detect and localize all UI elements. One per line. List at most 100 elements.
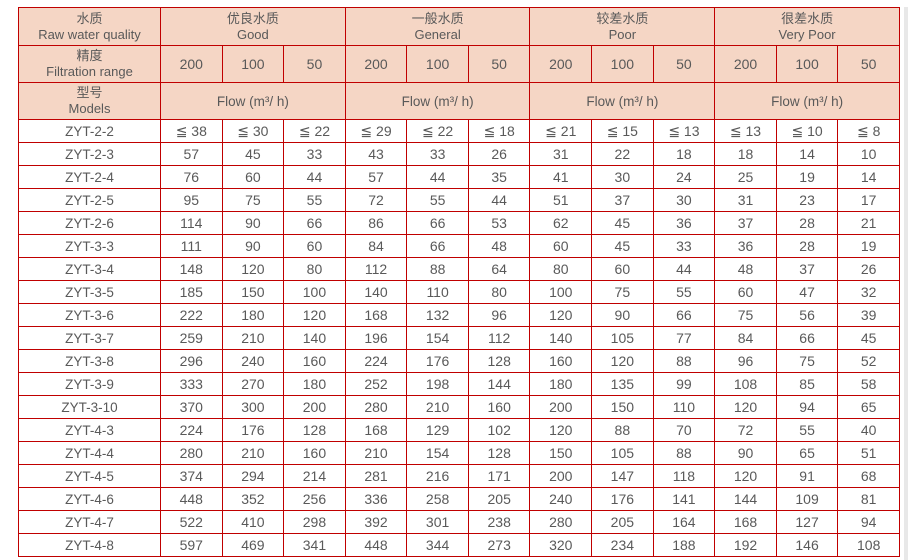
flow-value-cell: 120 xyxy=(591,349,654,373)
flow-value-cell: 298 xyxy=(283,510,346,534)
flow-value-cell: 22 xyxy=(591,142,654,166)
flow-value-cell: 294 xyxy=(221,464,285,488)
flow-value-cell: 188 xyxy=(652,533,716,557)
filtration-value-cell: 50 xyxy=(837,45,900,83)
flow-value-cell: 72 xyxy=(344,188,408,212)
flow-value-cell: 110 xyxy=(652,395,716,419)
flow-value-cell: 60 xyxy=(283,234,346,258)
group-very-poor-zh: 很差水质 xyxy=(781,10,834,26)
flow-value-cell: 185 xyxy=(160,280,223,304)
flow-value-cell: 26 xyxy=(467,142,531,166)
flow-value-cell: 30 xyxy=(652,188,716,212)
flow-value-cell: 150 xyxy=(591,395,654,419)
model-cell: ZYT-3-7 xyxy=(18,326,161,350)
flow-value-cell: 129 xyxy=(406,418,469,442)
flow-value-cell: 18 xyxy=(714,142,777,166)
flow-value-cell: 28 xyxy=(775,211,839,235)
flow-header-general: Flow (m³/ h) xyxy=(344,82,531,120)
flow-value-cell: 240 xyxy=(529,487,593,511)
flow-value-cell: 120 xyxy=(714,395,777,419)
flow-value-cell: 99 xyxy=(652,372,716,396)
flow-value-cell: 222 xyxy=(160,303,223,327)
flow-header-very-poor: Flow (m³/ h) xyxy=(714,82,900,120)
flow-value-cell: 68 xyxy=(837,464,900,488)
flow-value-cell: 75 xyxy=(775,349,839,373)
flow-value-cell: 80 xyxy=(529,257,593,281)
flow-value-cell: 60 xyxy=(529,234,593,258)
model-cell: ZYT-3-6 xyxy=(18,303,161,327)
flow-value-cell: 48 xyxy=(467,234,531,258)
flow-value-cell: 270 xyxy=(221,372,285,396)
flow-value-cell: 86 xyxy=(344,211,408,235)
flow-value-cell: 75 xyxy=(714,303,777,327)
flow-value-cell: 60 xyxy=(591,257,654,281)
filtration-value-cell: 100 xyxy=(221,45,285,83)
flow-value-cell: 144 xyxy=(714,487,777,511)
flow-value-cell: 66 xyxy=(283,211,346,235)
flow-value-cell: 140 xyxy=(344,280,408,304)
flow-value-cell: 94 xyxy=(775,395,839,419)
flow-value-cell: 65 xyxy=(837,395,900,419)
table-body: ZYT-2-2 ≦ 38 ≦ 30 ≦ 22 ≦ 29 ≦ 22 ≦ 18 ≦ 21 ≦ 15 ≦… xyxy=(18,119,900,557)
flow-value-cell: 88 xyxy=(652,441,716,465)
filtration-value-cell: 100 xyxy=(406,45,469,83)
flow-value-cell: 224 xyxy=(160,418,223,442)
flow-value-cell: 252 xyxy=(344,372,408,396)
flow-value-cell: 26 xyxy=(837,257,900,281)
flow-value-cell: 200 xyxy=(529,464,593,488)
models-label-zh: 型号 xyxy=(76,85,103,100)
scrollbar-track[interactable] xyxy=(904,7,908,560)
flow-value-cell: 216 xyxy=(406,464,469,488)
flow-value-cell: 164 xyxy=(652,510,716,534)
model-cell: ZYT-4-5 xyxy=(18,464,161,488)
flow-value-cell: 160 xyxy=(529,349,593,373)
flow-value-cell: 80 xyxy=(467,280,531,304)
flow-value-cell: 35 xyxy=(467,165,531,189)
flow-value-cell: 66 xyxy=(652,303,716,327)
flow-value-cell: 171 xyxy=(467,464,531,488)
group-general-en: General xyxy=(414,26,461,42)
model-cell: ZYT-4-7 xyxy=(18,510,161,534)
flow-value-cell: 214 xyxy=(283,464,346,488)
flow-value-cell: 31 xyxy=(714,188,777,212)
flow-value-cell: 114 xyxy=(160,211,223,235)
flow-value-cell: 44 xyxy=(652,257,716,281)
flow-value-cell: 41 xyxy=(529,165,593,189)
flow-value-cell: 14 xyxy=(775,142,839,166)
flow-value-cell: 210 xyxy=(406,395,469,419)
model-cell: ZYT-3-8 xyxy=(18,349,161,373)
flow-value-cell: 108 xyxy=(837,533,900,557)
flow-value-cell: 51 xyxy=(529,188,593,212)
model-cell: ZYT-4-6 xyxy=(18,487,161,511)
table-row: ZYT-2-4 76 60 44 57 44 35 41 30 24 25 19 14 xyxy=(18,165,900,189)
flow-value-cell: 132 xyxy=(406,303,469,327)
table-row: ZYT-3-8 296 240 160 224 176 128 160 120 88 96 75 52 xyxy=(18,349,900,373)
flow-value-cell: 301 xyxy=(406,510,469,534)
group-good-en: Good xyxy=(236,26,269,42)
filtration-value-cell: 200 xyxy=(529,45,593,83)
table-row: ZYT-4-8 597 469 341 448 344 273 320 234 188 192 146… xyxy=(18,533,900,557)
flow-value-cell: 118 xyxy=(652,464,716,488)
flow-value-cell: 344 xyxy=(406,533,469,557)
spec-page: 水质 Raw water quality 优良水质 Good 一般水质 Gene… xyxy=(0,7,908,560)
table-row: ZYT-4-3 224 176 128 168 129 102 120 88 70 72 55 40 xyxy=(18,418,900,442)
flow-header-good: Flow (m³/ h) xyxy=(160,82,346,120)
filtration-value-cell: 50 xyxy=(283,45,346,83)
flow-value-cell: 70 xyxy=(652,418,716,442)
flow-value-cell: 53 xyxy=(467,211,531,235)
flow-value-cell: 96 xyxy=(467,303,531,327)
table-row: ZYT-3-4 148 120 80 112 88 64 80 60 44 48 37 26 xyxy=(18,257,900,281)
flow-value-cell: 36 xyxy=(714,234,777,258)
flow-value-cell: 88 xyxy=(652,349,716,373)
flow-value-cell: 374 xyxy=(160,464,223,488)
group-header-good: 优良水质 Good xyxy=(160,7,346,46)
flow-value-cell: 32 xyxy=(837,280,900,304)
flow-value-cell: 23 xyxy=(775,188,839,212)
flow-value-cell: 333 xyxy=(160,372,223,396)
filtration-value-cell: 200 xyxy=(714,45,777,83)
flow-value-cell: 45 xyxy=(591,234,654,258)
flow-value-cell: 140 xyxy=(529,326,593,350)
flow-value-cell: 258 xyxy=(406,487,469,511)
model-cell: ZYT-3-3 xyxy=(18,234,161,258)
flow-value-cell: 168 xyxy=(344,418,408,442)
